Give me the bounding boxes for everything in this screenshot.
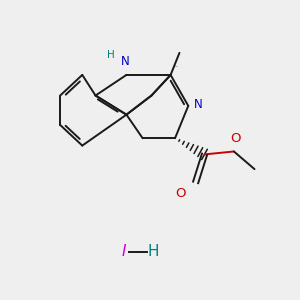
Text: H: H <box>107 50 115 60</box>
Text: N: N <box>194 98 203 111</box>
Text: H: H <box>147 244 159 259</box>
Text: methyl: methyl <box>174 65 178 67</box>
Text: O: O <box>230 132 241 145</box>
Text: N: N <box>121 56 129 68</box>
Text: I: I <box>121 244 126 259</box>
Text: O: O <box>175 187 185 200</box>
